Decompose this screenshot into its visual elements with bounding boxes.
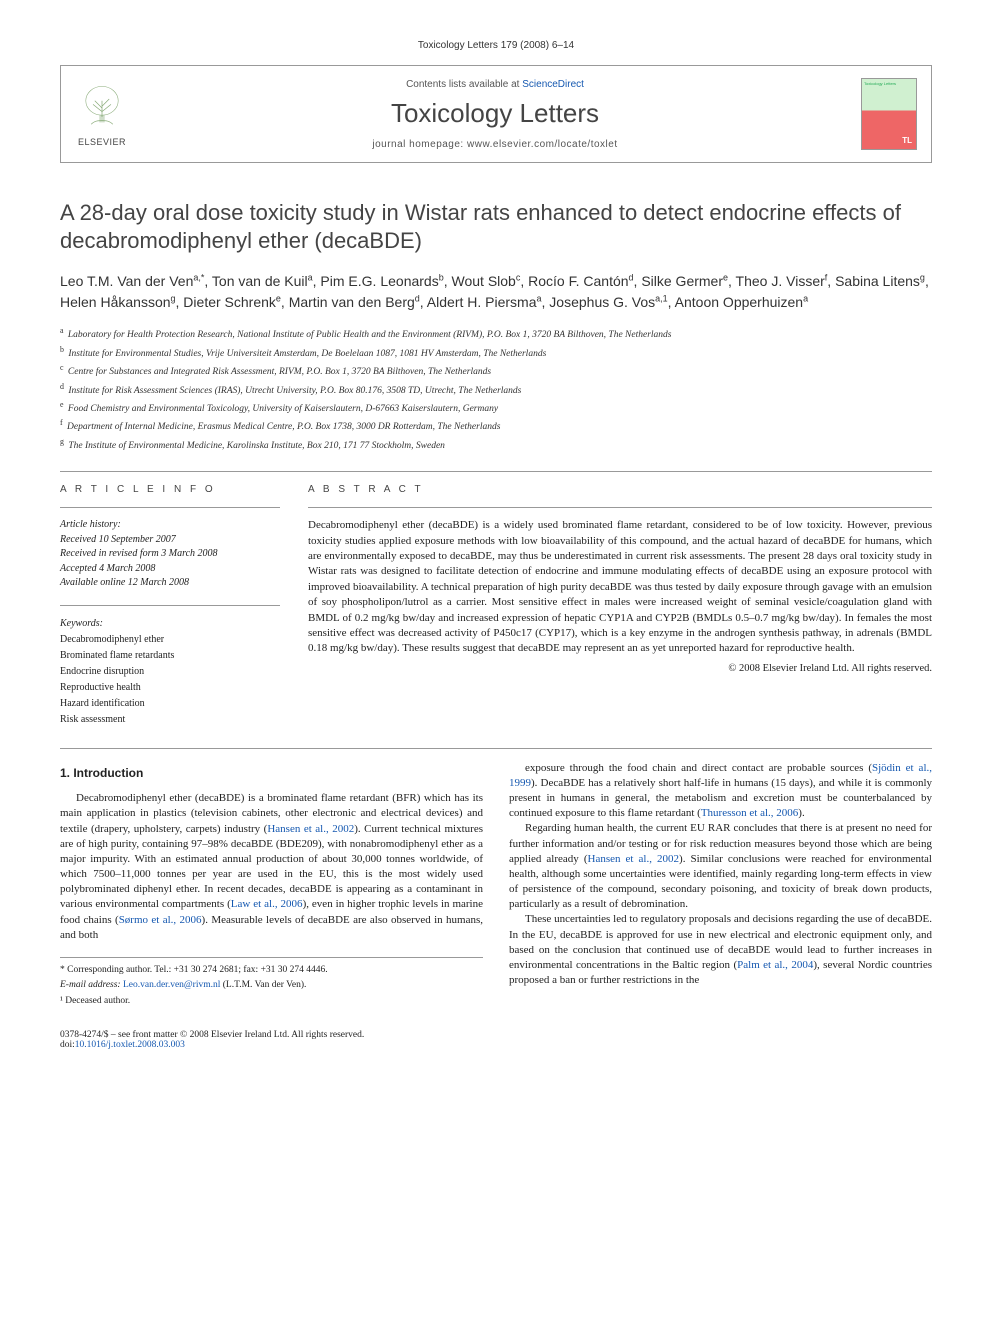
hr-top — [60, 471, 932, 472]
affiliation-line: c Centre for Substances and Integrated R… — [60, 362, 932, 379]
homepage-prefix: journal homepage: — [372, 139, 467, 150]
body-para-4: These uncertainties led to regulatory pr… — [509, 912, 932, 988]
doi-prefix: doi: — [60, 1040, 75, 1050]
history-label: Article history: — [60, 518, 280, 533]
journal-header-box: ELSEVIER Contents lists available at Sci… — [60, 65, 932, 163]
keyword: Hazard identification — [60, 696, 280, 711]
journal-homepage-line: journal homepage: www.elsevier.com/locat… — [145, 139, 845, 150]
hr-abs — [308, 507, 932, 508]
citation-link[interactable]: Hansen et al., 2002 — [588, 853, 680, 865]
keyword: Risk assessment — [60, 712, 280, 727]
body-para-2: exposure through the food chain and dire… — [509, 761, 932, 822]
affiliation-line: f Department of Internal Medicine, Erasm… — [60, 417, 932, 434]
keyword: Decabromodiphenyl ether — [60, 632, 280, 647]
journal-name: Toxicology Letters — [145, 98, 845, 129]
contents-available-line: Contents lists available at ScienceDirec… — [145, 79, 845, 90]
publisher-name: ELSEVIER — [78, 137, 126, 147]
page-footer: 0378-4274/$ – see front matter © 2008 El… — [60, 1030, 932, 1050]
footer-copyright-line: 0378-4274/$ – see front matter © 2008 El… — [60, 1030, 364, 1040]
section-head-intro: 1. Introduction — [60, 765, 483, 782]
keywords-block: Keywords: Decabromodiphenyl ether Bromin… — [60, 616, 280, 727]
contents-prefix: Contents lists available at — [406, 79, 522, 90]
cover-tl-badge: TL — [902, 136, 912, 145]
doi-link[interactable]: 10.1016/j.toxlet.2008.03.003 — [75, 1040, 185, 1050]
hr-info-1 — [60, 507, 280, 508]
email-link[interactable]: Leo.van.der.ven@rivm.nl — [123, 980, 220, 990]
hr-info-2 — [60, 605, 280, 606]
email-label: E-mail address: — [60, 980, 123, 990]
abstract-copyright: © 2008 Elsevier Ireland Ltd. All rights … — [308, 663, 932, 674]
citation-link[interactable]: Palm et al., 2004 — [737, 959, 813, 971]
running-head: Toxicology Letters 179 (2008) 6–14 — [60, 40, 932, 51]
body-para-3: Regarding human health, the current EU R… — [509, 821, 932, 912]
citation-link[interactable]: Law et al., 2006 — [231, 898, 303, 910]
authors-list: Leo T.M. Van der Vena,*, Ton van de Kuil… — [60, 271, 932, 313]
abstract-text: Decabromodiphenyl ether (decaBDE) is a w… — [308, 518, 932, 657]
hr-bottom — [60, 748, 932, 749]
keyword: Reproductive health — [60, 680, 280, 695]
abstract-head: A B S T R A C T — [308, 484, 932, 497]
affiliations-list: a Laboratory for Health Protection Resea… — [60, 325, 932, 453]
history-line: Received in revised form 3 March 2008 — [60, 547, 280, 562]
citation-link[interactable]: Hansen et al., 2002 — [267, 823, 354, 835]
affiliation-line: b Institute for Environmental Studies, V… — [60, 344, 932, 361]
homepage-url: www.elsevier.com/locate/toxlet — [467, 139, 618, 150]
history-line: Available online 12 March 2008 — [60, 576, 280, 591]
footnote-email: E-mail address: Leo.van.der.ven@rivm.nl … — [60, 979, 483, 992]
keywords-label: Keywords: — [60, 616, 280, 631]
cover-top-text: Toxicology Letters — [864, 81, 896, 86]
footnote-deceased: ¹ Deceased author. — [60, 995, 483, 1008]
affiliation-line: d Institute for Risk Assessment Sciences… — [60, 381, 932, 398]
footnote-corresponding: * Corresponding author. Tel.: +31 30 274… — [60, 964, 483, 977]
citation-link[interactable]: Thuresson et al., 2006 — [701, 807, 798, 819]
affiliation-line: e Food Chemistry and Environmental Toxic… — [60, 399, 932, 416]
keyword: Brominated flame retardants — [60, 648, 280, 663]
article-history-block: Article history: Received 10 September 2… — [60, 518, 280, 591]
sciencedirect-link[interactable]: ScienceDirect — [522, 79, 584, 90]
keyword: Endocrine disruption — [60, 664, 280, 679]
citation-link[interactable]: Sørmo et al., 2006 — [119, 914, 202, 926]
article-info-head: A R T I C L E I N F O — [60, 484, 280, 497]
affiliation-line: a Laboratory for Health Protection Resea… — [60, 325, 932, 342]
journal-cover-thumb: Toxicology Letters TL — [861, 78, 917, 150]
article-title: A 28-day oral dose toxicity study in Wis… — [60, 199, 932, 255]
publisher-logo: ELSEVIER — [75, 81, 129, 147]
history-line: Accepted 4 March 2008 — [60, 562, 280, 577]
footnotes-block: * Corresponding author. Tel.: +31 30 274… — [60, 957, 483, 1008]
body-columns: 1. Introduction Decabromodiphenyl ether … — [60, 761, 932, 1010]
history-line: Received 10 September 2007 — [60, 533, 280, 548]
affiliation-line: g The Institute of Environmental Medicin… — [60, 436, 932, 453]
email-suffix: (L.T.M. Van der Ven). — [220, 980, 306, 990]
body-para-1: Decabromodiphenyl ether (decaBDE) is a b… — [60, 791, 483, 943]
elsevier-tree-icon — [75, 81, 129, 135]
